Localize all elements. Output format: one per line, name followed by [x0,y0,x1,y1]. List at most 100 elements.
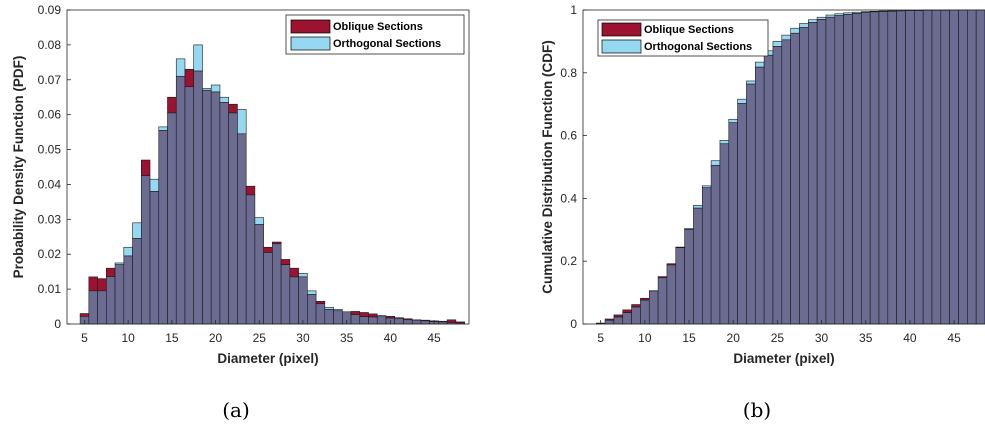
pdf-bar-overlap [350,314,361,325]
cdf-bar-orthogonal-excess [728,118,738,124]
pdf-axes-frame [66,9,470,325]
pdf-x-tick-label: 30 [296,331,310,345]
pdf-chart: 5 10 15 20 25 30 35 40 45 00.010.020.030.040.050… [11,3,470,422]
pdf-bar-orthogonal-excess [298,273,308,278]
cdf-legend-swatch-orthogonal [601,39,642,54]
pdf-y-tick-label: 0.09 [38,3,62,17]
pdf-bar-orthogonal-excess [175,58,186,77]
cdf-bar-overlap [746,83,756,325]
pdf-bar-oblique-excess [228,103,238,114]
cdf-bar-orthogonal-excess [781,34,791,41]
pdf-bar-overlap [219,102,229,325]
pdf-bar-overlap [307,294,317,325]
cdf-bar-overlap [807,22,818,325]
cdf-bar-overlap [657,277,668,325]
cdf-y-tick-label: 0.6 [560,129,577,143]
cdf-x-ticks: 5 10 15 20 25 30 35 40 45 [597,320,961,345]
cdf-x-tick-label: 30 [815,331,829,345]
pdf-bar-overlap [106,276,116,325]
cdf-legend-swatch-oblique [601,22,642,37]
cdf-bar-overlap [834,15,844,325]
cdf-x-tick-label: 25 [771,331,785,345]
cdf-x-tick-label: 20 [727,331,741,345]
cdf-bar-overlap [878,11,889,325]
cdf-bar-overlap [675,247,685,325]
pdf-x-tick-label: 5 [81,331,88,345]
pdf-bar-overlap [184,86,195,325]
pdf-x-tick-label: 45 [427,331,441,345]
pdf-bar-oblique-excess [359,312,369,317]
cdf-bar-overlap [790,32,800,325]
pdf-bar-overlap [420,320,430,325]
pdf-x-tick-label: 20 [209,331,223,345]
cdf-x-axis-label: Diameter (pixel) [733,351,834,366]
cdf-bar-overlap [914,10,924,325]
cdf-bar-orthogonal-excess [737,98,747,104]
cdf-x-tick-label: 40 [903,331,917,345]
pdf-legend-swatch-orthogonal [290,36,331,51]
pdf-y-tick-label: 0 [54,317,61,331]
pdf-bar-overlap [158,130,168,325]
pdf-bar-overlap [140,175,151,325]
pdf-x-axis-label: Diameter (pixel) [217,351,318,366]
cdf-chart: 5 10 15 20 25 30 35 40 45 0 0.2 0.4 0.6 0.8 1 Diamete… [540,3,985,422]
pdf-bar-oblique-excess [88,276,98,292]
cdf-bar-overlap [631,306,641,325]
pdf-bar-oblique-excess [184,69,195,88]
pdf-legend-swatch-oblique [290,19,331,34]
cdf-bar-overlap [975,9,985,325]
cdf-bar-overlap [887,10,897,325]
pdf-bar-oblique-excess [106,267,116,277]
pdf-bar-overlap [97,290,107,325]
pdf-bar-overlap [394,318,404,325]
cdf-bar-orthogonal-excess [772,41,783,47]
cdf-bar-orthogonal-excess [693,205,703,209]
pdf-bar-overlap [368,316,378,325]
pdf-bar-overlap [289,276,299,325]
pdf-bar-oblique-excess [289,267,299,278]
cdf-bars [595,9,985,325]
cdf-bar-orthogonal-excess [754,61,765,68]
pdf-bar-oblique-excess [350,311,361,315]
pdf-bar-orthogonal-excess [158,126,168,131]
cdf-bar-overlap [604,319,615,325]
pdf-y-ticks: 0 0.01 0.02 0.03 0.04 0.05 0.06 0.07 0.08 0.09 [38,3,71,331]
pdf-bar-oblique-excess [79,313,90,317]
pdf-legend-label-oblique: Oblique Sections [333,21,423,33]
pdf-bar-overlap [245,194,256,325]
cdf-y-ticks: 0 0.2 0.4 0.6 0.8 1 [560,3,587,331]
pdf-y-tick-label: 0.01 [38,282,62,296]
cdf-y-axis-label: Cumulative Distribution Function (CDF) [540,40,555,293]
pdf-bar-orthogonal-excess [307,290,317,295]
pdf-caption: (a) [222,398,250,422]
cdf-y-tick-label: 0.2 [560,254,577,268]
pdf-bar-overlap [333,310,343,325]
cdf-bar-overlap [666,264,677,325]
cdf-y-tick-label: 0.4 [560,191,577,205]
cdf-bar-orthogonal-excess [710,160,721,166]
pdf-bar-orthogonal-excess [210,84,221,93]
cdf-bar-overlap [967,9,977,325]
cdf-bar-orthogonal-excess [825,14,836,18]
cdf-bar-overlap [781,39,791,325]
cdf-bar-overlap [737,103,747,325]
cdf-x-tick-label: 15 [682,331,696,345]
pdf-legend: Oblique Sections Orthogonal Sections [285,14,465,55]
cdf-bar-overlap [852,13,862,325]
pdf-bar-orthogonal-excess [237,109,247,135]
pdf-bar-overlap [123,255,133,325]
cdf-bar-overlap [763,54,774,325]
cdf-bar-orthogonal-excess [807,19,818,23]
pdf-bar-overlap [263,252,273,325]
cdf-bar-oblique-excess [631,304,641,308]
pdf-bar-oblique-excess [263,246,273,253]
cdf-bar-oblique-excess [613,314,624,318]
pdf-bar-overlap [88,290,98,325]
pdf-bar-orthogonal-excess [123,246,133,257]
cdf-bar-overlap [799,27,809,325]
pdf-y-tick-label: 0.08 [38,38,62,52]
pdf-bar-orthogonal-excess [149,178,160,192]
cdf-bar-overlap [754,66,765,325]
cdf-bar-overlap [816,19,827,325]
pdf-bar-orthogonal-excess [193,44,203,72]
